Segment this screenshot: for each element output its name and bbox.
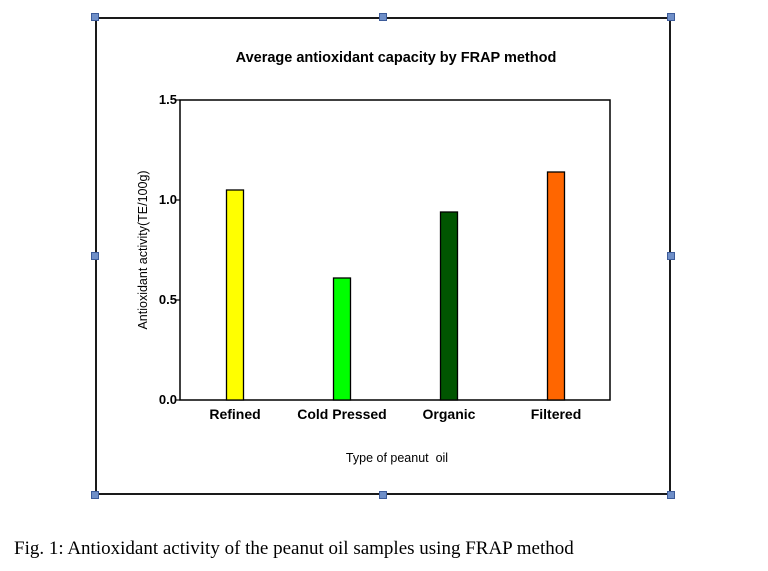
y-tick-label: 1.5: [159, 92, 177, 107]
x-tick-label: Cold Pressed: [297, 406, 386, 422]
bar-organic: [439, 211, 459, 401]
plot-area: [179, 99, 611, 401]
resize-handle-middle-right[interactable]: [667, 252, 675, 260]
y-tick-label: 1.0: [159, 192, 177, 207]
x-tick-label: Filtered: [531, 406, 582, 422]
y-tick-label: 0.5: [159, 292, 177, 307]
figure-caption: Fig. 1: Antioxidant activity of the pean…: [14, 538, 574, 559]
resize-handle-top-center[interactable]: [379, 13, 387, 21]
resize-handle-top-right[interactable]: [667, 13, 675, 21]
bar-filtered: [546, 171, 566, 401]
chart-title: Average antioxidant capacity by FRAP met…: [236, 50, 557, 66]
y-axis-label: Antioxidant activity(TE/100g): [136, 170, 150, 329]
resize-handle-bottom-right[interactable]: [667, 491, 675, 499]
x-tick-label: Organic: [423, 406, 476, 422]
y-axis: 0.0 0.5 1.0 1.5: [159, 92, 180, 407]
y-tick-label: 0.0: [159, 392, 177, 407]
bars-group: [225, 171, 566, 401]
x-axis: Refined Cold Pressed Organic Filtered: [209, 406, 581, 422]
resize-handle-middle-left[interactable]: [91, 252, 99, 260]
bar-cold-pressed: [332, 277, 352, 401]
resize-handle-bottom-left[interactable]: [91, 491, 99, 499]
x-axis-label: Type of peanut oil: [346, 451, 448, 465]
resize-handle-top-left[interactable]: [91, 13, 99, 21]
x-tick-label: Refined: [209, 406, 260, 422]
bar-refined: [225, 189, 245, 401]
resize-handle-bottom-center[interactable]: [379, 491, 387, 499]
